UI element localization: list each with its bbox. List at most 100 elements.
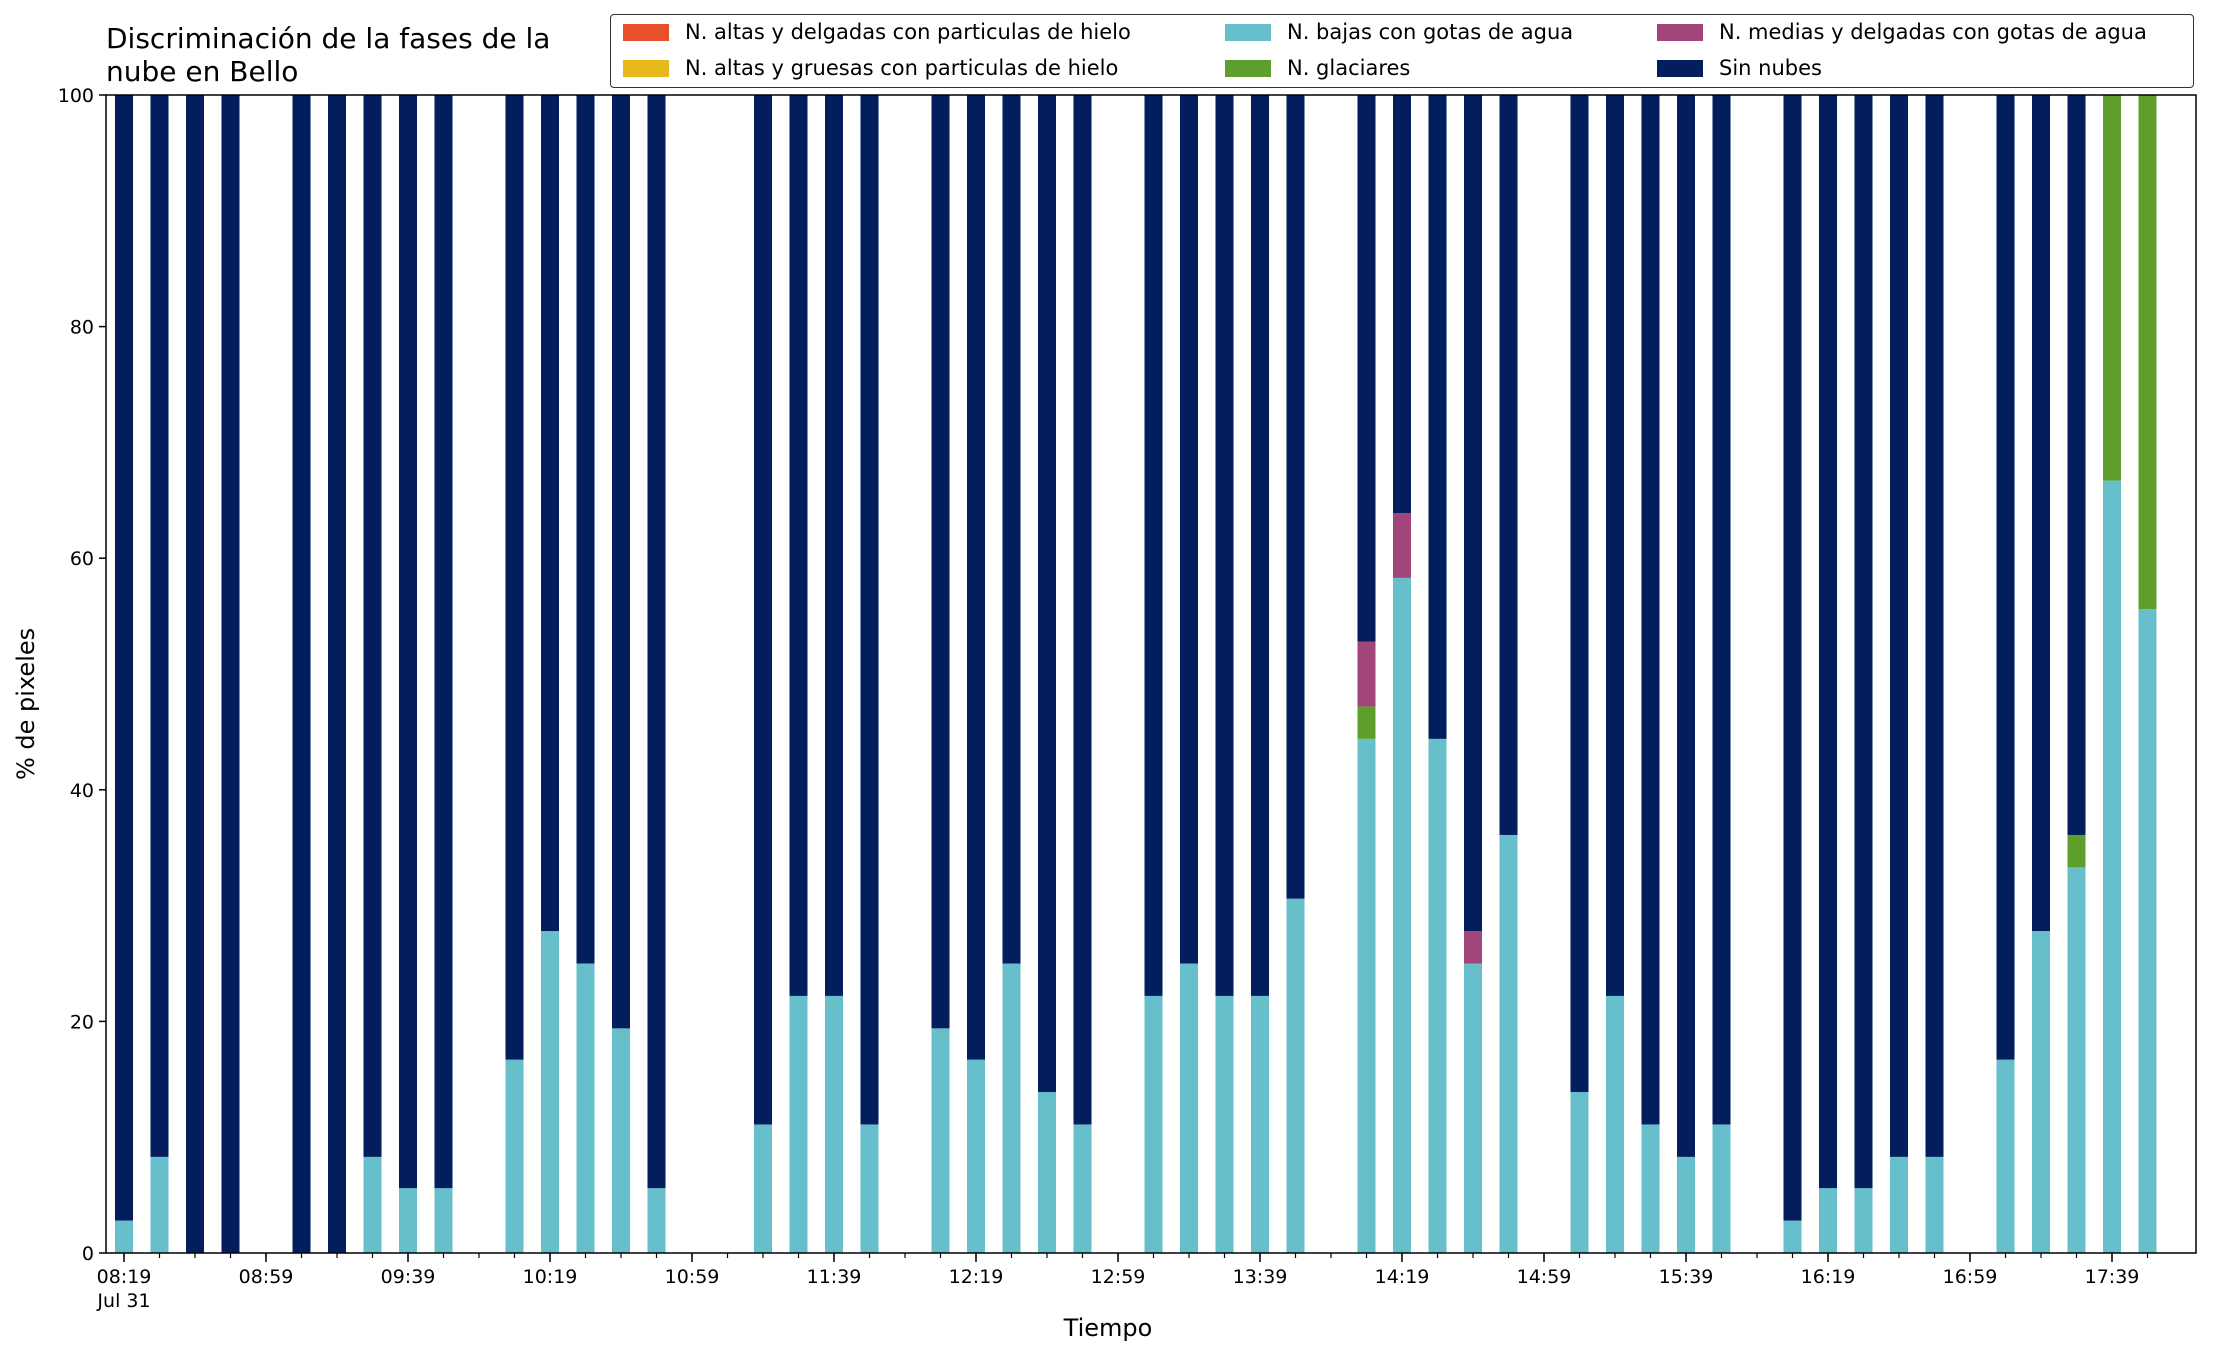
bar-segment <box>860 1124 879 1253</box>
bar-segment <box>1606 95 1624 996</box>
x-tick-label: 16:59 <box>1943 1266 1998 1288</box>
bar-segment <box>789 95 808 996</box>
legend-item: N. bajas con gotas de agua <box>1225 20 1573 44</box>
bar-segment <box>541 95 559 932</box>
bar-segment <box>505 1059 524 1253</box>
x-tick-label: 14:59 <box>1517 1266 1572 1288</box>
x-tick-label: 15:39 <box>1659 1266 1714 1288</box>
bar-segment <box>1215 95 1234 996</box>
bar-segment <box>1144 995 1163 1253</box>
y-tick-label: 60 <box>70 548 94 570</box>
bar-segment <box>2067 867 2086 1253</box>
bar-segment <box>1783 95 1802 1221</box>
bar-segment <box>1819 95 1837 1189</box>
bar-segment <box>363 95 382 1157</box>
bar-segment <box>1641 95 1660 1125</box>
legend-label: Sin nubes <box>1719 56 1822 80</box>
y-tick-label: 0 <box>82 1243 94 1265</box>
x-tick-label: 16:19 <box>1801 1266 1856 1288</box>
legend-item: N. glaciares <box>1225 56 1410 80</box>
x-tick-label: 08:59 <box>239 1266 294 1288</box>
bar-segment <box>1570 1092 1589 1253</box>
legend-swatch <box>1225 23 1271 41</box>
chart-title: Discriminación de la fases de la nube en… <box>106 22 551 88</box>
bar-segment <box>292 95 311 1253</box>
bar-segment <box>115 95 133 1221</box>
y-tick-label: 20 <box>70 1011 94 1033</box>
x-tick-label: 14:19 <box>1375 1266 1430 1288</box>
bar-segment <box>1464 931 1482 964</box>
bar-segment <box>399 95 417 1189</box>
bar-segment <box>2067 834 2086 868</box>
bar-segment <box>399 1188 417 1253</box>
x-tick-label: 10:19 <box>523 1266 578 1288</box>
bar-segment <box>1890 1156 1908 1253</box>
legend-item: Sin nubes <box>1657 56 1822 80</box>
bar-segment <box>1038 95 1056 1093</box>
bar-segment <box>1854 95 1873 1189</box>
legend-swatch <box>1657 23 1703 41</box>
bar-segment <box>1357 706 1376 739</box>
bar-segment <box>1073 95 1092 1125</box>
x-tick-label: 17:39 <box>2085 1266 2140 1288</box>
bar-segment <box>1073 1124 1092 1253</box>
bar-segment <box>1038 1092 1056 1253</box>
y-tick-label: 40 <box>70 780 94 802</box>
bar-segment <box>1393 513 1411 578</box>
bar-segment <box>967 1059 985 1253</box>
bar-segment <box>363 1156 382 1253</box>
bar-segment <box>825 95 843 996</box>
bar-segment <box>1606 995 1624 1253</box>
legend-label: N. glaciares <box>1287 56 1411 80</box>
bar-segment <box>2032 931 2050 1253</box>
bar-segment <box>434 1188 453 1253</box>
bar-segment <box>1925 1156 1944 1253</box>
bar-segment <box>754 1124 772 1253</box>
bar-segment <box>1890 95 1908 1157</box>
bar-segment <box>825 995 843 1253</box>
bar-segment <box>1677 95 1695 1157</box>
bar-segment <box>754 95 772 1125</box>
x-tick-label: 09:39 <box>381 1266 436 1288</box>
legend-swatch <box>1657 59 1703 77</box>
legend-swatch <box>623 59 669 77</box>
legend-label: N. medias y delgadas con gotas de agua <box>1719 20 2147 44</box>
bar-segment <box>1286 898 1305 1253</box>
bar-segment <box>1641 1124 1660 1253</box>
bar-segment <box>1180 95 1198 964</box>
bar-segment <box>612 1028 630 1253</box>
bar-segment <box>186 95 204 1253</box>
y-tick-label: 80 <box>70 317 94 339</box>
bar-segment <box>1144 95 1163 996</box>
x-tick-label: 11:39 <box>807 1266 862 1288</box>
bar-segment <box>2032 95 2050 932</box>
x-tick-label: 13:39 <box>1233 1266 1288 1288</box>
bar-segment <box>860 95 879 1125</box>
x-tick-label: Jul 31 <box>96 1290 150 1312</box>
bar-segment <box>328 95 346 1253</box>
bar-segment <box>647 95 666 1189</box>
bar-segment <box>1251 95 1269 996</box>
bar-segment <box>576 95 595 964</box>
legend-label: N. altas y delgadas con particulas de hi… <box>685 20 1131 44</box>
bar-segment <box>1783 1220 1802 1253</box>
bar-segment <box>2103 480 2121 1253</box>
bar-segment <box>576 963 595 1253</box>
bar-segment <box>1393 95 1411 514</box>
bar-segment <box>1499 834 1518 1253</box>
bar-segment <box>1357 738 1376 1253</box>
bar-segment <box>221 95 240 1253</box>
x-tick-label: 12:59 <box>1091 1266 1146 1288</box>
bar-segment <box>1428 95 1447 739</box>
bar-segment <box>2103 95 2121 481</box>
bar-segment <box>1464 95 1482 932</box>
bar-segment <box>1819 1188 1837 1253</box>
legend-item: N. medias y delgadas con gotas de agua <box>1657 20 2147 44</box>
bar-segment <box>1428 738 1447 1253</box>
bar-segment <box>1464 963 1482 1253</box>
bar-segment <box>1712 1124 1731 1253</box>
bar-segment <box>931 1028 950 1253</box>
x-tick-label: 08:19 <box>97 1266 152 1288</box>
bar-segment <box>150 95 169 1157</box>
